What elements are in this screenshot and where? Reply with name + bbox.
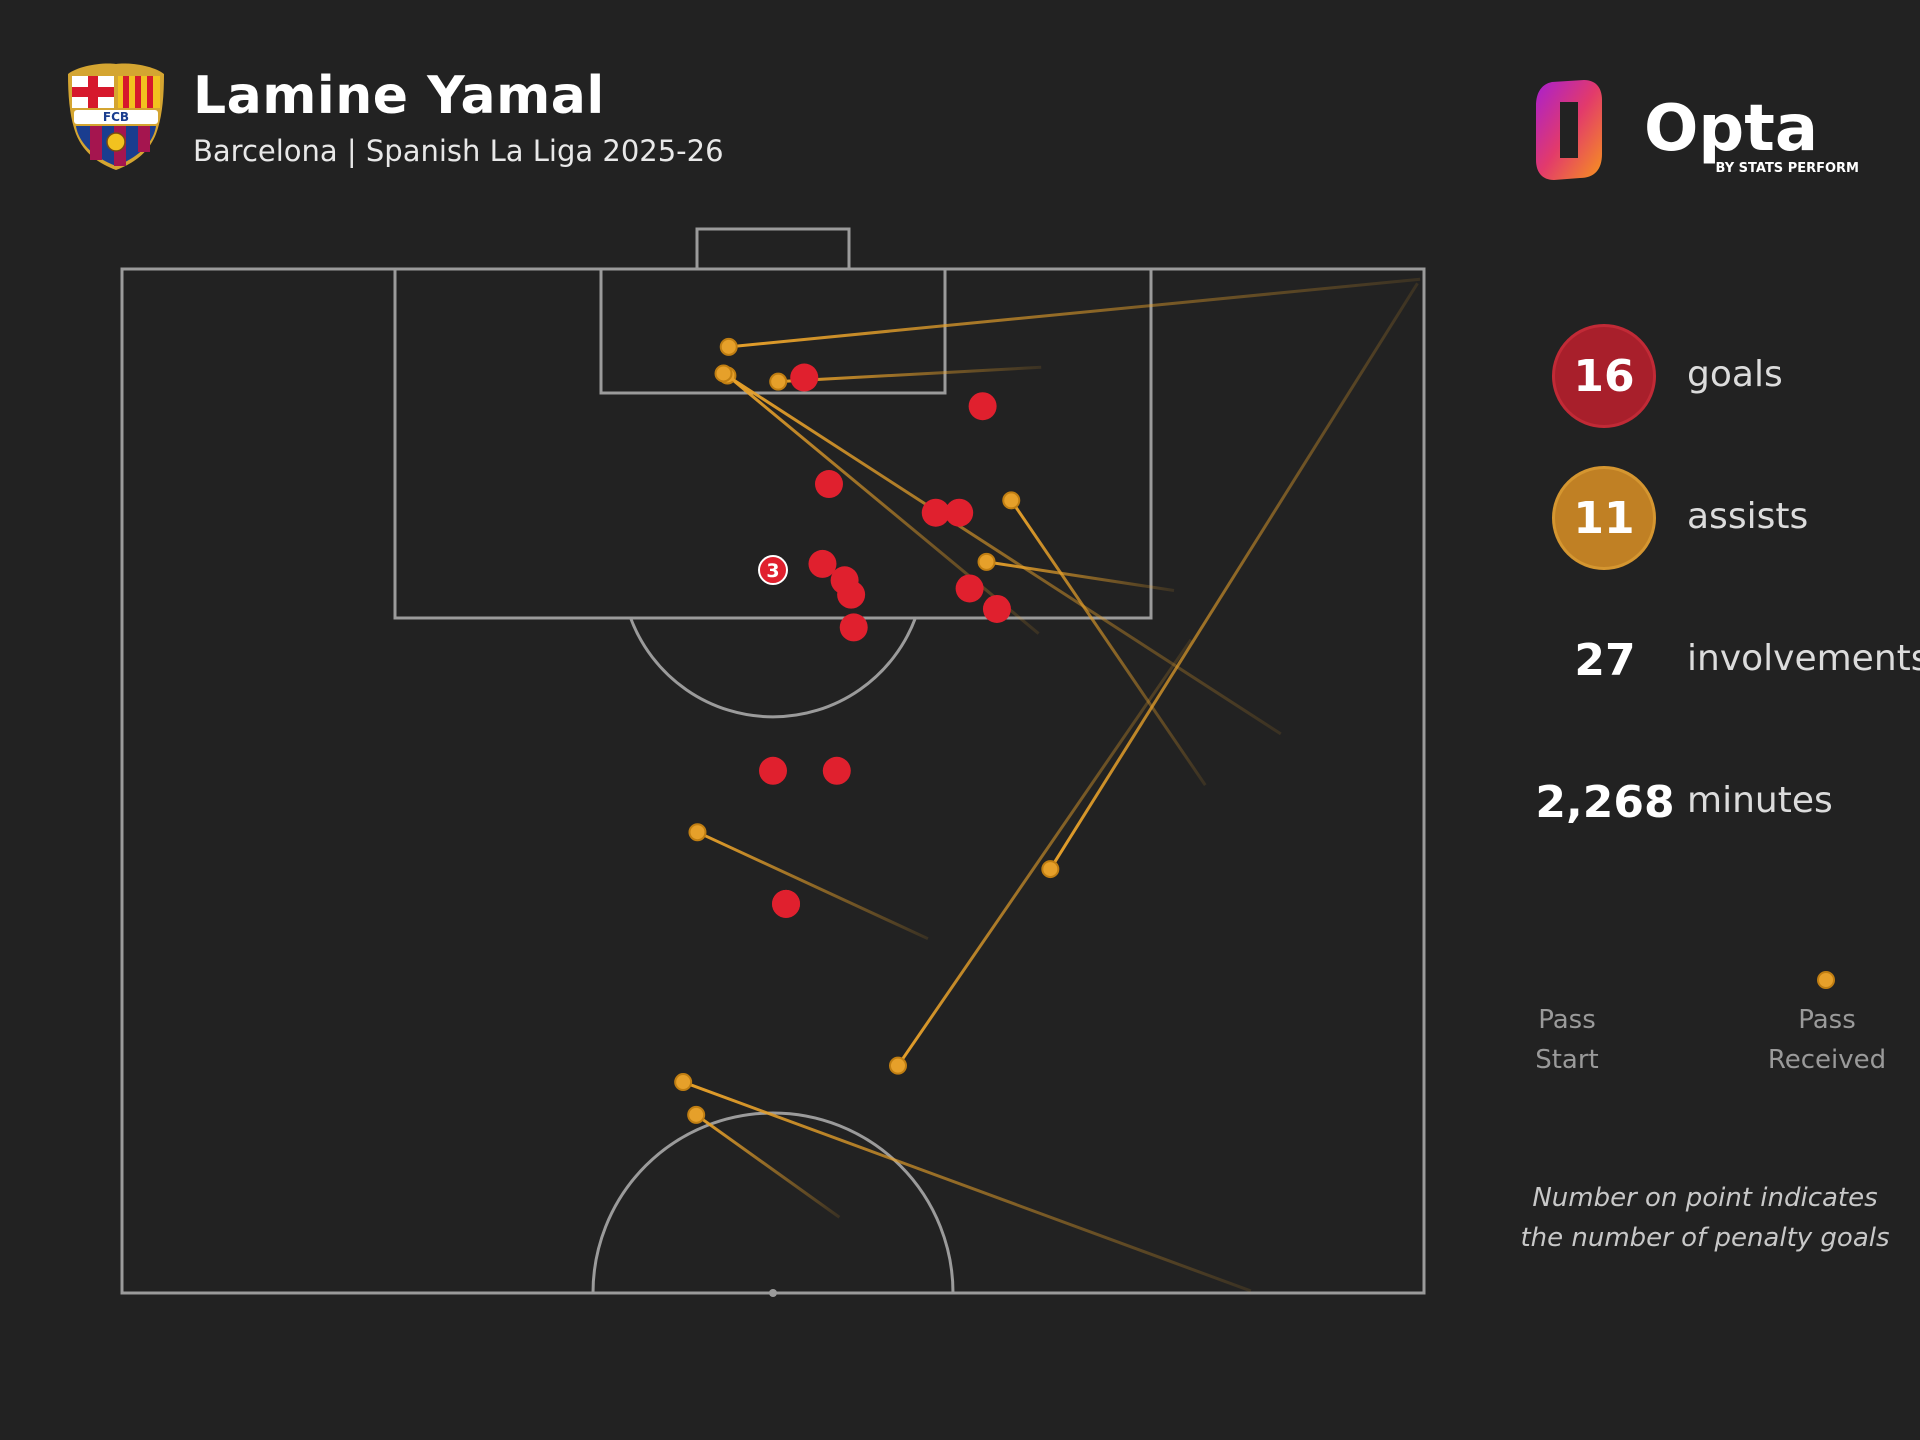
assist-pass-line bbox=[695, 1113, 841, 1219]
svg-text:BY STATS PERFORM: BY STATS PERFORM bbox=[1716, 161, 1859, 176]
barcelona-crest: FCB bbox=[68, 63, 164, 170]
assist-received-point bbox=[977, 552, 996, 571]
assist-received-point bbox=[714, 364, 733, 383]
assist-layer bbox=[674, 277, 1421, 1293]
goal-point bbox=[814, 470, 843, 499]
assist-received-point bbox=[674, 1073, 693, 1092]
assist-received-point bbox=[687, 1105, 706, 1124]
assist-received-point bbox=[688, 823, 707, 842]
legend-pass-start: Pass Start bbox=[1535, 1005, 1599, 1075]
goals-stat: 16 goals bbox=[1540, 324, 1920, 434]
assist-pass-line bbox=[1010, 499, 1207, 786]
assists-label: assists bbox=[1687, 496, 1809, 537]
goal-point bbox=[921, 498, 950, 527]
assists-stat: 11 assists bbox=[1540, 466, 1920, 576]
pass-legend-line bbox=[1566, 971, 1835, 989]
assist-received-point bbox=[1041, 860, 1060, 879]
assist-pass-line bbox=[682, 1080, 1252, 1293]
goal-point bbox=[955, 574, 984, 603]
goal-point bbox=[790, 363, 819, 392]
goals-label: goals bbox=[1687, 354, 1783, 395]
assist-received-point bbox=[888, 1056, 907, 1075]
centre-circle bbox=[591, 1111, 955, 1294]
legend-pass-received-dot bbox=[1817, 971, 1835, 989]
minutes-label: minutes bbox=[1687, 780, 1833, 821]
assist-pass-line bbox=[726, 374, 1040, 635]
involvements-count: 27 bbox=[1574, 634, 1636, 686]
minutes-stat: 2,268 minutes bbox=[1535, 750, 1920, 860]
page-subtitle: Barcelona | Spanish La Liga 2025-26 bbox=[193, 134, 724, 168]
assist-pass-line bbox=[986, 560, 1175, 593]
goal-point bbox=[808, 549, 837, 578]
goal-point bbox=[772, 889, 801, 918]
assists-count: 11 bbox=[1552, 466, 1656, 570]
goal-layer: 3 bbox=[758, 363, 1011, 918]
page-title: Lamine Yamal bbox=[193, 66, 605, 126]
assist-pass-line bbox=[728, 277, 1421, 349]
penalty-goal-count-label: 3 bbox=[766, 560, 779, 582]
penalty-arc bbox=[629, 617, 917, 719]
penalty-note: Number on point indicates the number of … bbox=[1520, 1183, 1890, 1253]
goals-count: 16 bbox=[1552, 324, 1656, 428]
goal-frame bbox=[695, 227, 851, 271]
assist-received-point bbox=[769, 372, 788, 391]
goal-point bbox=[822, 756, 851, 785]
minutes-count: 2,268 bbox=[1535, 776, 1675, 828]
assist-received-point bbox=[719, 337, 738, 356]
penalty-goal-point bbox=[758, 555, 788, 586]
goal-point bbox=[945, 498, 974, 527]
assist-pass-line bbox=[722, 372, 1282, 736]
goal-point bbox=[759, 756, 787, 785]
assist-pass-line bbox=[778, 365, 1042, 384]
involvements-stat: 27 involvements bbox=[1540, 608, 1920, 718]
opta-logo: Opta BY STATS PERFORM bbox=[1536, 80, 1859, 180]
centre-spot bbox=[769, 1289, 777, 1297]
goal-point bbox=[839, 613, 868, 642]
legend-pass-received: Pass Received bbox=[1767, 1005, 1887, 1075]
assist-pass-line bbox=[896, 638, 1193, 1067]
svg-text:FCB: FCB bbox=[103, 110, 129, 124]
assist-pass-line bbox=[1049, 282, 1419, 870]
goal-point bbox=[968, 392, 997, 421]
assist-pass-line bbox=[696, 830, 929, 941]
svg-text:Opta: Opta bbox=[1644, 92, 1818, 166]
goal-point bbox=[982, 594, 1011, 623]
assist-received-point bbox=[1002, 491, 1021, 510]
goal-point bbox=[837, 580, 866, 609]
involvements-label: involvements bbox=[1687, 638, 1920, 679]
